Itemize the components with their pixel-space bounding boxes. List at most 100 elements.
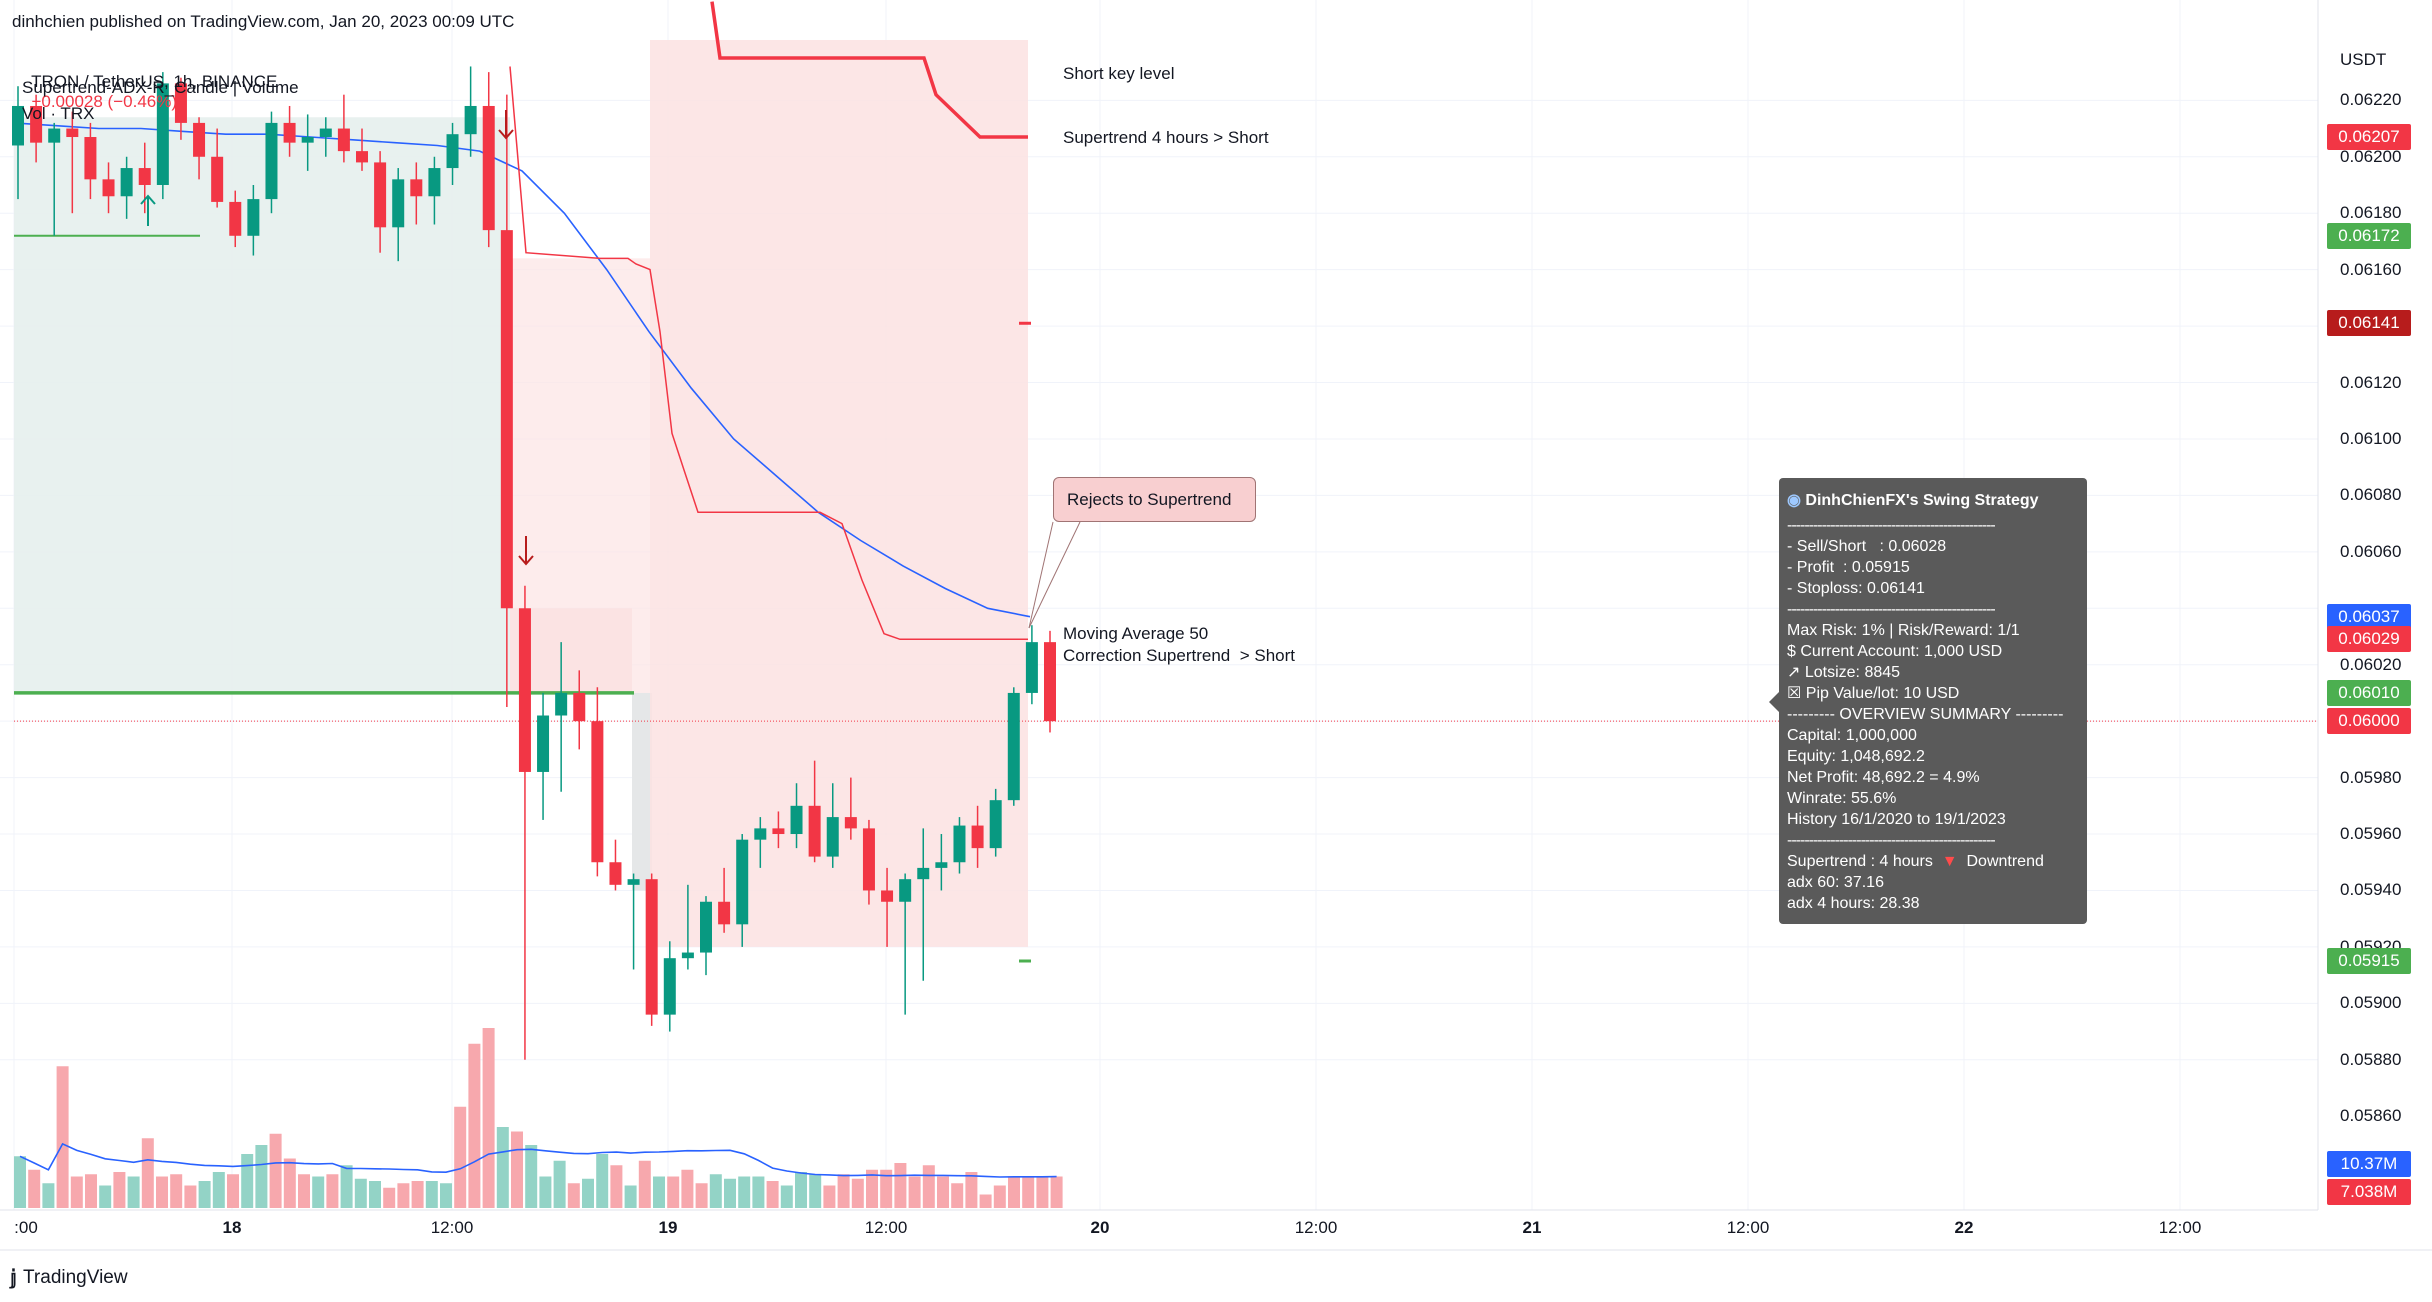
candle-body — [500, 230, 513, 609]
candle-body — [1044, 642, 1056, 722]
volume-bar — [1008, 1176, 1020, 1208]
price-tick: 0.05960 — [2340, 824, 2402, 844]
volume-bar — [198, 1181, 211, 1208]
volume-bar — [809, 1174, 822, 1208]
price-tag: 7.038M — [2327, 1179, 2411, 1205]
volume-bar — [937, 1176, 949, 1208]
volume-bar — [667, 1176, 680, 1208]
candle-body — [518, 608, 531, 772]
price-tick: 0.06180 — [2340, 203, 2402, 223]
panel-stoploss: - Stoploss: 0.06141 — [1787, 580, 1925, 597]
panel-separator: ----------------------------------------… — [1787, 517, 1996, 534]
volume-bar — [851, 1178, 864, 1208]
time-tick: 22 — [1954, 1218, 1974, 1237]
candle-body — [84, 137, 97, 180]
candle-body — [48, 128, 61, 143]
volume-bar — [454, 1106, 467, 1208]
time-tick: 12:00 — [864, 1218, 908, 1237]
volume-bar — [553, 1160, 566, 1208]
candle-body — [663, 958, 676, 1015]
sell-arrow-icon — [518, 536, 534, 566]
candle-body — [211, 156, 224, 202]
time-tick: 12:00 — [1294, 1218, 1338, 1237]
buy-arrow-icon — [140, 194, 156, 226]
volume-bar — [780, 1185, 793, 1208]
indicator-label[interactable]: Supertrend-ADX-R_Candle | Volume — [22, 78, 299, 97]
volume-bar — [340, 1165, 353, 1208]
panel-history: History 16/1/2020 to 19/1/2023 — [1787, 811, 2006, 828]
neutral-zone — [632, 692, 652, 891]
candle-body — [881, 890, 894, 902]
candle-body — [862, 828, 875, 891]
candle-body — [102, 179, 115, 197]
candle-body — [66, 128, 79, 138]
tradingview-logo[interactable]: 𝕛 TradingView — [10, 1266, 128, 1290]
volume-bar — [156, 1176, 168, 1208]
candle-body — [953, 825, 966, 863]
volume-ma-line — [19, 1142, 1057, 1178]
price-tick: 0.05900 — [2340, 993, 2402, 1013]
candle-body — [482, 105, 495, 231]
candle-body — [700, 901, 712, 953]
candle-body — [537, 715, 550, 772]
volume-bar — [99, 1185, 112, 1208]
price-tag: 0.06207 — [2327, 124, 2411, 150]
volume-bar — [42, 1183, 55, 1208]
volume-bar — [425, 1181, 438, 1208]
panel-pip-value: ☒ Pip Value/lot: 10 USD — [1787, 685, 1960, 702]
candle-body — [1025, 642, 1038, 693]
volume-bar — [766, 1181, 779, 1208]
volume-bars — [14, 1028, 1063, 1208]
price-tag: 0.06010 — [2327, 679, 2411, 706]
volume-bar — [965, 1172, 978, 1208]
volume-bar — [511, 1131, 523, 1208]
volume-bar — [1022, 1176, 1035, 1208]
candle-body — [989, 800, 1002, 849]
candle-body — [790, 805, 803, 835]
price-tag: 0.05915 — [2327, 948, 2411, 974]
price-tick: 0.06060 — [2340, 541, 2402, 561]
volume-bar — [312, 1176, 325, 1208]
volume-bar — [227, 1174, 239, 1208]
pin-icon: ◉ — [1787, 492, 1806, 509]
candle-body — [826, 817, 839, 857]
volume-bar — [908, 1176, 921, 1208]
price-tick: 0.06080 — [2340, 485, 2402, 505]
volume-bar — [170, 1174, 183, 1208]
price-tick: 0.06120 — [2340, 372, 2402, 392]
volume-bar — [724, 1178, 736, 1208]
price-tick: 0.06220 — [2340, 90, 2402, 110]
volume-bar — [127, 1176, 140, 1208]
volume-bar — [255, 1145, 268, 1208]
volume-bar — [638, 1160, 651, 1208]
candle-body — [138, 168, 151, 185]
candle-body — [410, 179, 423, 197]
panel-adx4h: adx 4 hours: 28.38 — [1787, 895, 1920, 912]
volume-bar — [269, 1133, 282, 1208]
volume-label[interactable]: Vol · TRX — [22, 104, 95, 123]
tv-logo-icon: 𝕛 — [10, 1267, 18, 1289]
volume-bar — [113, 1172, 126, 1208]
volume-bar — [241, 1154, 254, 1208]
publisher-line: dinhchien published on TradingView.com, … — [12, 12, 515, 31]
currency-label: USDT — [2340, 50, 2387, 69]
rejects-callout: Rejects to Supertrend — [1053, 477, 1256, 522]
volume-bar — [795, 1172, 807, 1208]
volume-bar — [653, 1176, 665, 1208]
candle-body — [899, 879, 912, 902]
symbol-title[interactable]: TRON / TetherUS, 1h, BINANCE — [31, 72, 278, 91]
price-tick: 0.06160 — [2340, 259, 2402, 279]
supertrend-1h-line — [509, 66, 1028, 641]
indicator-lines — [13, 1, 2318, 963]
volume-bar — [1036, 1176, 1049, 1208]
candle-body — [428, 168, 441, 197]
candle-body — [265, 122, 278, 200]
callout-pointer — [1028, 521, 1054, 629]
supertrend-4h-label: Supertrend 4 hours > Short — [1063, 128, 1269, 147]
candle-body — [718, 901, 731, 925]
supertrend-4h-line — [710, 1, 1028, 139]
price-change: −0.00028 (−0.46%) — [31, 92, 178, 111]
candle-body — [446, 134, 459, 169]
volume-bar — [837, 1174, 850, 1208]
